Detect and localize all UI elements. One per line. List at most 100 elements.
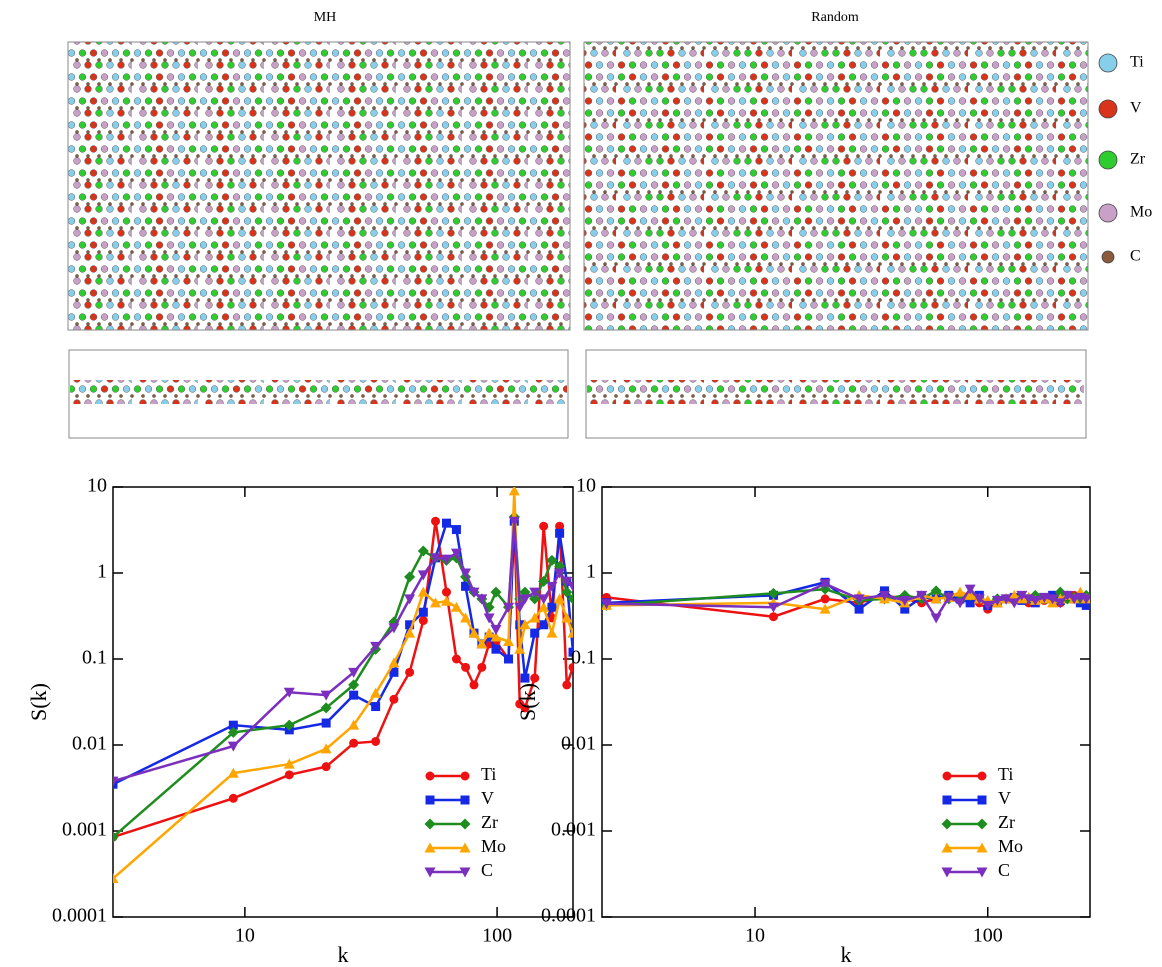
data-point <box>1008 598 1020 609</box>
data-point <box>450 601 462 612</box>
data-point <box>460 612 472 623</box>
data-point <box>508 516 520 527</box>
legend-marker <box>942 795 952 805</box>
data-point <box>228 793 238 803</box>
panel-title: MH <box>314 10 337 25</box>
data-point <box>567 593 573 605</box>
data-point <box>468 587 480 598</box>
data-point <box>954 586 966 597</box>
data-point <box>508 487 520 496</box>
data-point <box>1068 594 1080 605</box>
data-point <box>514 643 526 654</box>
data-point <box>899 595 911 606</box>
data-point <box>418 607 428 617</box>
atom-legend-icon <box>1098 203 1118 223</box>
legend-marker <box>425 795 435 805</box>
data-point <box>440 595 452 606</box>
data-point <box>568 662 573 672</box>
data-point <box>820 594 830 604</box>
atom-legend-label: Ti <box>1130 54 1144 71</box>
legend-label: C <box>998 860 1010 880</box>
atom-legend-icon <box>1098 99 1118 119</box>
legend-label: Ti <box>481 764 496 784</box>
y-tick-label: 0.1 <box>82 647 107 669</box>
y-tick-label: 0.001 <box>62 819 107 841</box>
x-tick-label: 100 <box>973 925 1003 947</box>
data-point <box>767 602 779 613</box>
legend-marker <box>976 842 988 853</box>
data-point <box>388 657 400 668</box>
data-point <box>476 594 488 605</box>
data-point <box>504 654 514 664</box>
legend-marker <box>424 818 436 830</box>
plot-frame <box>112 486 574 918</box>
data-point <box>404 571 416 583</box>
data-point <box>348 719 360 730</box>
atom-legend-label: Zr <box>1130 151 1146 168</box>
data-point <box>1029 595 1041 606</box>
data-point <box>405 620 415 630</box>
y-tick-label: 0.0001 <box>52 905 107 927</box>
data-point <box>916 590 928 601</box>
data-point <box>853 594 865 605</box>
plot-frame <box>601 486 1091 918</box>
data-point <box>389 667 399 677</box>
y-tick-label: 0.1 <box>571 647 596 669</box>
data-point <box>441 587 451 597</box>
data-point <box>982 600 994 611</box>
data-point <box>568 647 573 657</box>
data-point <box>371 736 381 746</box>
data-point <box>539 521 549 531</box>
y-tick-label: 0.01 <box>561 733 596 755</box>
structure-side-view <box>70 380 567 404</box>
data-point <box>1061 590 1073 601</box>
legend-marker <box>942 771 952 781</box>
data-point <box>930 593 942 604</box>
x-tick-label: 100 <box>482 925 512 947</box>
data-point <box>404 594 416 605</box>
data-point <box>483 613 495 624</box>
series-line <box>113 521 573 839</box>
legend-label: Mo <box>998 836 1023 856</box>
data-point <box>520 673 530 683</box>
data-point <box>320 690 332 701</box>
data-point <box>562 680 572 690</box>
data-point <box>930 613 942 624</box>
x-axis-label: k <box>841 942 852 967</box>
legend-label: Ti <box>998 764 1013 784</box>
data-point <box>554 568 566 579</box>
data-point <box>1054 598 1066 609</box>
data-point <box>113 776 119 787</box>
data-point <box>431 516 441 526</box>
data-point <box>964 589 976 600</box>
data-point <box>514 602 526 613</box>
data-point <box>283 758 295 769</box>
data-point <box>954 598 966 609</box>
structure-side-view <box>587 380 1084 404</box>
x-tick-label: 10 <box>745 925 765 947</box>
atom-legend-label: C <box>1130 248 1141 265</box>
legend-marker <box>977 771 987 781</box>
data-point <box>561 576 573 587</box>
data-point <box>450 548 462 559</box>
data-point <box>965 598 975 608</box>
data-point <box>227 726 239 738</box>
data-point <box>767 587 779 599</box>
data-point <box>371 702 381 712</box>
data-point <box>554 593 566 604</box>
data-point <box>878 590 890 601</box>
data-point <box>538 594 550 605</box>
data-point <box>430 597 442 608</box>
data-point <box>854 604 864 614</box>
data-point <box>1000 594 1012 605</box>
data-point <box>451 654 461 664</box>
legend-label: V <box>481 788 494 808</box>
legend-label: Zr <box>481 812 498 832</box>
data-point <box>1016 590 1028 601</box>
y-tick-label: 0.01 <box>72 733 107 755</box>
data-point <box>418 616 428 626</box>
legend-marker <box>425 771 435 781</box>
y-axis-label: S(k) <box>515 683 540 721</box>
data-point <box>430 553 442 564</box>
